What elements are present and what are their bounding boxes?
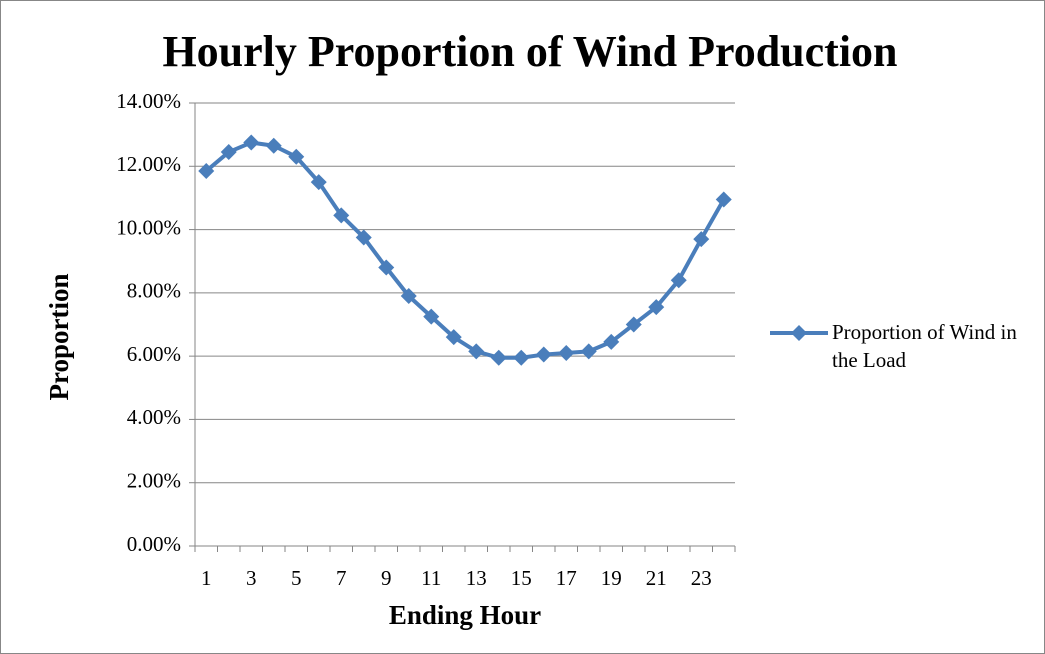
legend-label: Proportion of Wind in the Load: [832, 320, 1017, 372]
x-tick-label: 1: [201, 566, 212, 590]
y-tick-label: 10.00%: [116, 215, 181, 239]
x-tick-label: 7: [336, 566, 347, 590]
x-tick-label: 3: [246, 566, 257, 590]
marker: [265, 137, 282, 154]
y-tick-label: 0.00%: [127, 532, 181, 556]
marker: [310, 174, 327, 191]
marker: [288, 148, 305, 165]
legend-marker: [791, 325, 807, 341]
marker: [423, 308, 440, 325]
marker: [513, 349, 530, 366]
marker: [535, 346, 552, 363]
marker: [243, 134, 260, 151]
marker: [445, 329, 462, 346]
marker: [693, 231, 710, 248]
marker: [333, 207, 350, 224]
y-tick-label: 6.00%: [127, 342, 181, 366]
marker: [603, 333, 620, 350]
x-tick-label: 15: [511, 566, 532, 590]
chart-title: Hourly Proportion of Wind Production: [162, 27, 897, 76]
y-tick-label: 14.00%: [116, 89, 181, 113]
y-tick-label: 4.00%: [127, 405, 181, 429]
marker: [355, 229, 372, 246]
y-tick-label: 8.00%: [127, 279, 181, 303]
x-tick-label: 9: [381, 566, 392, 590]
marker: [625, 316, 642, 333]
marker: [558, 344, 575, 361]
marker: [400, 288, 417, 305]
marker: [670, 272, 687, 289]
y-tick-label: 12.00%: [116, 152, 181, 176]
x-tick-label: 23: [691, 566, 712, 590]
x-tick-label: 19: [601, 566, 622, 590]
x-tick-label: 13: [466, 566, 487, 590]
marker: [468, 343, 485, 360]
marker: [198, 163, 215, 180]
x-axis-label: Ending Hour: [389, 600, 541, 630]
y-tick-label: 2.00%: [127, 469, 181, 493]
marker: [648, 299, 665, 316]
marker: [715, 191, 732, 208]
marker: [580, 343, 597, 360]
marker: [378, 259, 395, 276]
x-tick-label: 11: [421, 566, 441, 590]
marker: [490, 349, 507, 366]
x-tick-label: 5: [291, 566, 302, 590]
x-tick-label: 17: [556, 566, 577, 590]
y-axis-label: Proportion: [44, 274, 74, 401]
x-tick-label: 21: [646, 566, 667, 590]
marker: [220, 144, 237, 161]
